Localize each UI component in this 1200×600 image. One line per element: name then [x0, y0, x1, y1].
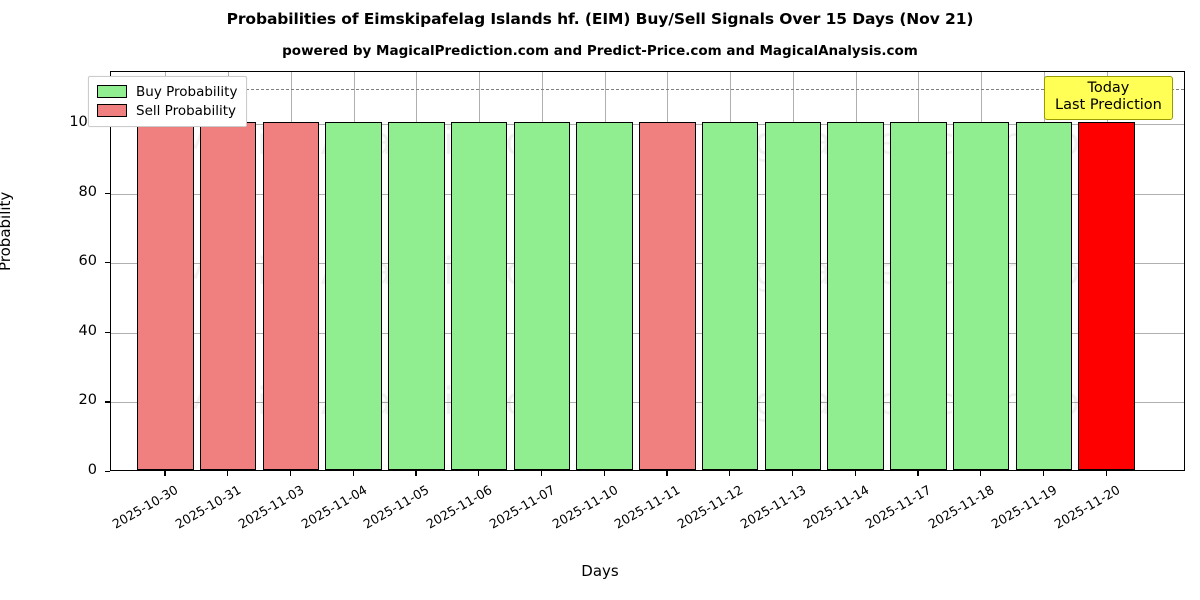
bar-2025-11-20[interactable] [1078, 122, 1135, 470]
bar-2025-11-10[interactable] [576, 122, 633, 470]
x-tick-mark [1105, 471, 1107, 476]
bar-2025-10-30[interactable] [137, 122, 194, 470]
bar-2025-11-14[interactable] [827, 122, 884, 470]
bar-2025-11-18[interactable] [952, 122, 1010, 470]
x-tick-mark [289, 471, 292, 476]
legend-item-sell[interactable]: Sell Probability [97, 101, 237, 120]
plot-area: MagicalAnalysis.comMagicalPrediction.com… [110, 71, 1185, 471]
bar-2025-10-31[interactable] [199, 122, 257, 470]
y-tick-mark [105, 331, 110, 334]
bar-2025-11-03[interactable] [262, 122, 320, 470]
bar-2025-11-04[interactable] [325, 122, 382, 470]
x-tick-mark [980, 471, 982, 476]
x-tick-mark [164, 471, 166, 476]
threshold-line [111, 89, 1184, 91]
chart-title: Probabilities of Eimskipafelag Islands h… [226, 10, 974, 28]
x-tick-mark [917, 471, 919, 476]
x-tick-mark [540, 471, 543, 476]
today-annotation-line2: Last Prediction [1055, 97, 1162, 114]
chart-subtitle: powered by MagicalPrediction.com and Pre… [282, 43, 918, 59]
y-tick-label: 80 [78, 183, 97, 200]
bar-2025-11-11[interactable] [639, 122, 696, 470]
y-tick-mark [105, 401, 110, 403]
y-tick-label: 0 [87, 462, 97, 478]
x-tick-mark [603, 471, 605, 476]
x-tick-mark [854, 471, 856, 476]
legend-label: Buy Probability [136, 83, 238, 100]
y-tick-label: 60 [78, 253, 97, 270]
y-tick-mark [105, 471, 110, 473]
bar-2025-11-06[interactable] [450, 122, 508, 470]
today-annotation-line1: Today [1087, 80, 1130, 96]
chart-legend: Buy Probability Sell Probability [88, 76, 248, 127]
bar-2025-11-13[interactable] [764, 122, 822, 470]
bar-2025-11-05[interactable] [388, 122, 445, 470]
x-tick-mark [415, 471, 417, 476]
bar-2025-11-19[interactable] [1015, 122, 1073, 470]
legend-swatch-icon [97, 104, 127, 117]
y-tick-label: 100 [69, 114, 97, 131]
x-tick-mark [1042, 471, 1045, 476]
x-tick-mark [791, 471, 794, 476]
x-tick-mark [478, 471, 480, 476]
bar-2025-11-12[interactable] [701, 122, 759, 470]
bar-2025-11-07[interactable] [513, 122, 571, 470]
x-tick-mark [729, 471, 731, 476]
x-tick-mark [352, 471, 354, 476]
legend-swatch-icon [97, 85, 127, 98]
y-tick-label: 20 [78, 392, 97, 409]
y-tick-mark [105, 192, 110, 194]
x-axis-label: Days [581, 562, 619, 580]
bars-layer [111, 72, 1184, 470]
bar-2025-11-17[interactable] [890, 122, 947, 470]
x-tick-mark [666, 471, 668, 476]
x-tick-mark [227, 471, 229, 476]
legend-label: Sell Probability [136, 102, 237, 119]
y-tick-label: 40 [78, 322, 97, 339]
legend-item-buy[interactable]: Buy Probability [97, 82, 237, 101]
y-tick-mark [105, 262, 110, 264]
today-annotation: Today Last Prediction [1044, 76, 1173, 121]
